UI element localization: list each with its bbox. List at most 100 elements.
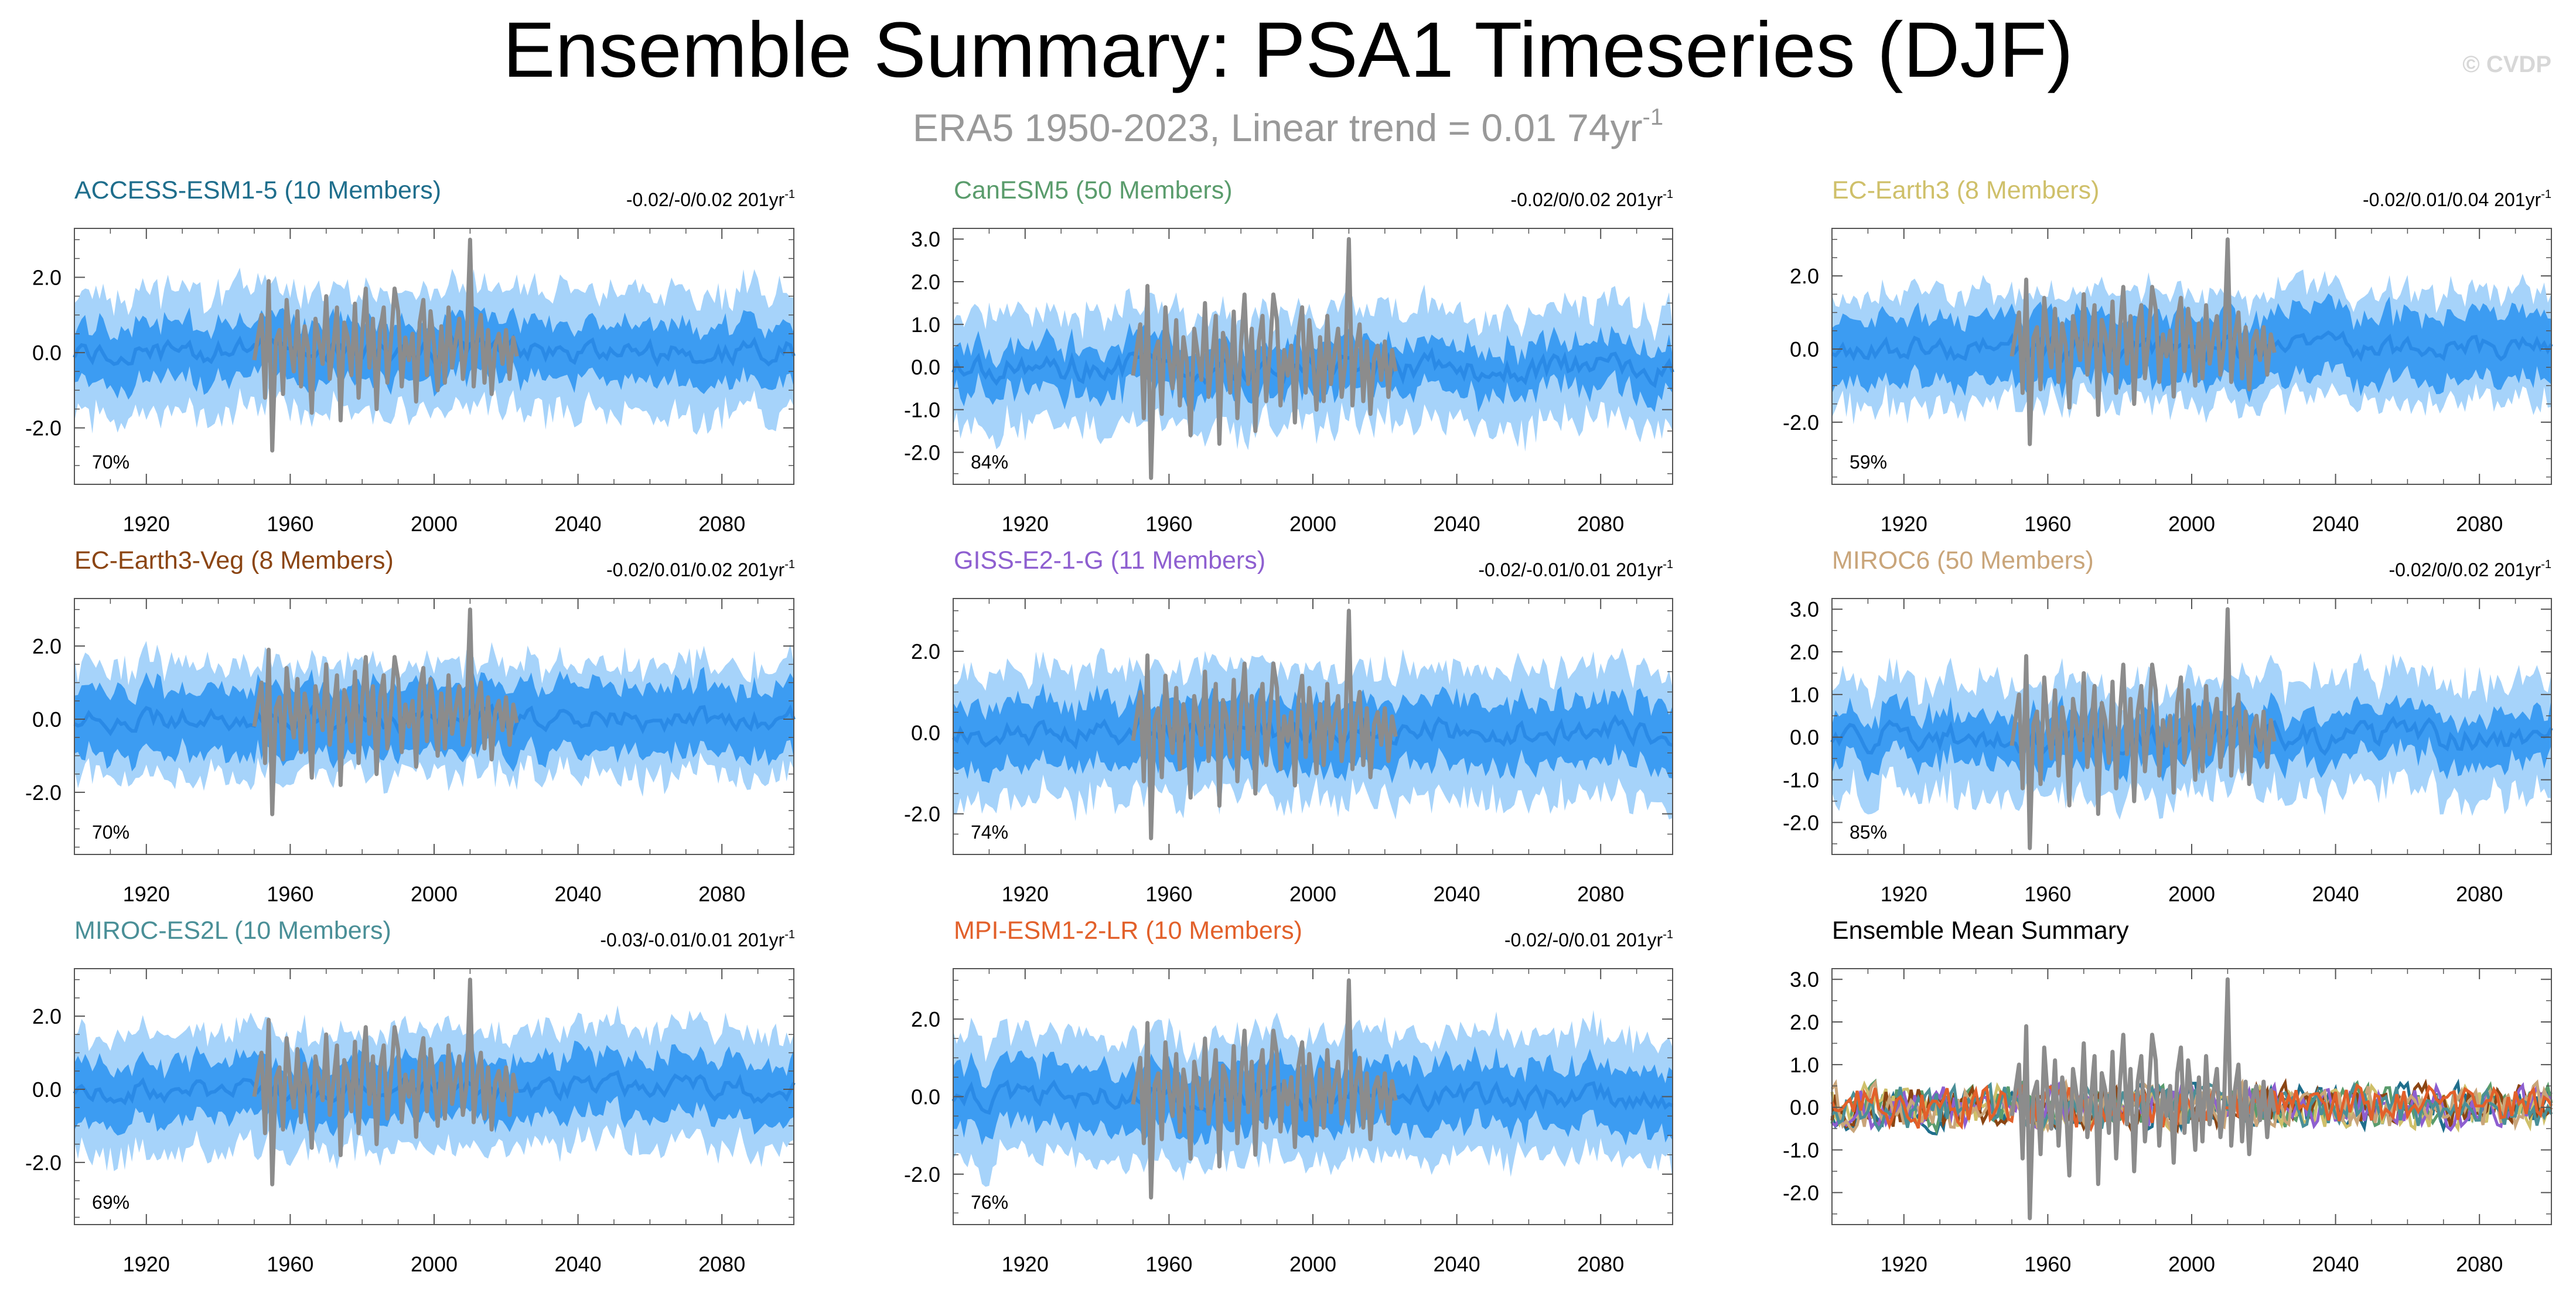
y-tick-label: 0.0: [911, 1085, 940, 1109]
y-tick-label: 2.0: [1790, 640, 1819, 664]
percent-label: 70%: [92, 822, 129, 843]
x-tick-label: 1960: [267, 882, 313, 906]
y-tick-label: -1.0: [1783, 1138, 1819, 1163]
y-tick-label: -2.0: [25, 781, 62, 805]
panel-trend-label: -0.02/-0.01/0.01 201yr-1: [1478, 553, 1673, 582]
cvdp-watermark: © CVDP: [2462, 52, 2551, 77]
y-tick-label: -1.0: [1783, 768, 1819, 792]
y-tick-label: 0.0: [32, 707, 62, 731]
trend-text: -0.02/-0/0.02 201yr: [626, 189, 785, 210]
x-tick-label: 2080: [2456, 882, 2503, 906]
observations-line: [252, 237, 519, 453]
y-tick-label: 2.0: [32, 1004, 62, 1028]
x-tick-label: 1920: [1881, 512, 1927, 536]
x-tick-label: 2080: [1577, 1252, 1624, 1276]
trend-text: -0.02/-0.01/0.01 201yr: [1478, 559, 1663, 580]
x-tick-label: 2000: [1289, 512, 1336, 536]
x-tick-label: 2000: [1289, 1252, 1336, 1276]
percent-label: 85%: [1850, 822, 1887, 843]
y-tick-label: 1.0: [1790, 1053, 1819, 1077]
y-tick-label: -2.0: [904, 1163, 940, 1187]
x-tick-label: 2000: [2168, 512, 2215, 536]
y-tick-label: -2.0: [1783, 1181, 1819, 1205]
x-tick-label: 2040: [2312, 882, 2359, 906]
percent-label: 76%: [971, 1192, 1008, 1213]
x-tick-label: 2000: [411, 1252, 458, 1276]
y-tick-label: 0.0: [911, 355, 940, 379]
y-tick-label: 0.0: [32, 341, 62, 365]
panel-trend-label: -0.03/-0.01/0.01 201yr-1: [600, 923, 795, 952]
x-tick-label: 2040: [2312, 1252, 2359, 1276]
panel-1: 3.0 2.0 1.0 0.0 -1.0 -2.0 1920 1960 2000 2040 2080…: [904, 227, 1674, 536]
x-tick-label: 1920: [123, 882, 170, 906]
panel-7: 2.0 0.0 -2.0 1920 1960 2000 2040 2080 76%: [904, 968, 1674, 1276]
x-tick-label: 1920: [1002, 882, 1049, 906]
percent-label: 69%: [92, 1192, 129, 1213]
x-tick-label: 1960: [2024, 1252, 2071, 1276]
panel-trend-label: -0.02/0.01/0.04 201yr-1: [2363, 183, 2551, 211]
x-tick-label: 2080: [698, 512, 745, 536]
percent-label: 70%: [92, 452, 129, 473]
x-tick-label: 2000: [2168, 882, 2215, 906]
panel-trend-label: -0.02/0/0.02 201yr-1: [1510, 183, 1673, 211]
x-tick-label: 2080: [698, 1252, 745, 1276]
panel-title: MIROC-ES2L (10 Members): [74, 917, 391, 945]
x-tick-label: 2000: [1289, 882, 1336, 906]
trend-superscript: -1: [2541, 188, 2551, 201]
panel-title: MPI-ESM1-2-LR (10 Members): [954, 917, 1302, 945]
panel-0: 2.0 0.0 -2.0 1920 1960 2000 2040 2080 70%: [25, 228, 796, 536]
y-tick-label: -2.0: [904, 440, 940, 464]
panel-title: CanESM5 (50 Members): [954, 176, 1233, 204]
y-tick-label: 2.0: [911, 270, 940, 294]
observations-line: [252, 977, 519, 1187]
y-tick-label: 0.0: [1790, 726, 1819, 750]
x-tick-label: 2080: [1577, 882, 1624, 906]
observations-line: [2009, 237, 2277, 446]
x-tick-label: 1960: [267, 512, 313, 536]
y-tick-label: -2.0: [25, 1151, 62, 1175]
y-tick-label: 2.0: [1790, 1010, 1819, 1034]
y-tick-label: 2.0: [1790, 264, 1819, 288]
x-tick-label: 1920: [1002, 1252, 1049, 1276]
trend-superscript: -1: [784, 188, 795, 201]
percent-label: 74%: [971, 822, 1008, 843]
y-tick-label: -2.0: [904, 802, 940, 826]
x-tick-label: 1920: [1002, 512, 1049, 536]
trend-text: -0.02/0.01/0.04 201yr: [2362, 189, 2541, 210]
y-tick-label: 1.0: [911, 313, 940, 337]
panel-6: 2.0 0.0 -2.0 1920 1960 2000 2040 2080 69%: [25, 968, 796, 1276]
trend-superscript: -1: [2541, 558, 2551, 571]
x-tick-label: 2040: [1434, 1252, 1480, 1276]
percent-label: 84%: [971, 452, 1008, 473]
y-tick-label: 0.0: [32, 1078, 62, 1102]
panel-4: 2.0 0.0 -2.0 1920 1960 2000 2040 2080 74%: [904, 598, 1674, 906]
panel-title: GISS-E2-1-G (11 Members): [954, 546, 1266, 575]
panel-title: Ensemble Mean Summary: [1832, 917, 2129, 945]
x-tick-label: 1960: [1145, 512, 1192, 536]
y-tick-label: -2.0: [1783, 411, 1819, 435]
panel-title: ACCESS-ESM1-5 (10 Members): [74, 176, 442, 204]
x-tick-label: 2000: [2168, 1252, 2215, 1276]
x-tick-label: 2040: [1434, 512, 1480, 536]
x-tick-label: 1920: [1881, 882, 1927, 906]
x-tick-label: 1960: [1145, 1252, 1192, 1276]
x-tick-label: 2040: [2312, 512, 2359, 536]
subtitle-superscript: -1: [1642, 104, 1664, 130]
panel-trend-label: -0.02/-0/0.02 201yr-1: [626, 183, 795, 211]
y-tick-label: 2.0: [32, 634, 62, 658]
panel-trend-label: -0.02/0.01/0.02 201yr-1: [606, 553, 795, 582]
panel-2: 2.0 0.0 -2.0 1920 1960 2000 2040 2080 59%: [1783, 228, 2553, 536]
observations-line: [1131, 978, 1398, 1200]
observations-line: [2009, 977, 2277, 1220]
trend-text: -0.02/0/0.02 201yr: [2389, 559, 2541, 580]
y-tick-label: -2.0: [1783, 811, 1819, 835]
panel-3: 2.0 0.0 -2.0 1920 1960 2000 2040 2080 70%: [25, 598, 796, 906]
x-tick-label: 2040: [555, 882, 602, 906]
y-tick-label: 3.0: [1790, 967, 1819, 991]
subtitle-text: ERA5 1950-2023, Linear trend = 0.01 74yr: [912, 106, 1643, 149]
x-tick-label: 1920: [123, 512, 170, 536]
x-tick-label: 2000: [411, 512, 458, 536]
y-tick-label: -1.0: [904, 398, 940, 422]
x-tick-label: 1960: [267, 1252, 313, 1276]
trend-text: -0.03/-0.01/0.01 201yr: [600, 929, 785, 950]
